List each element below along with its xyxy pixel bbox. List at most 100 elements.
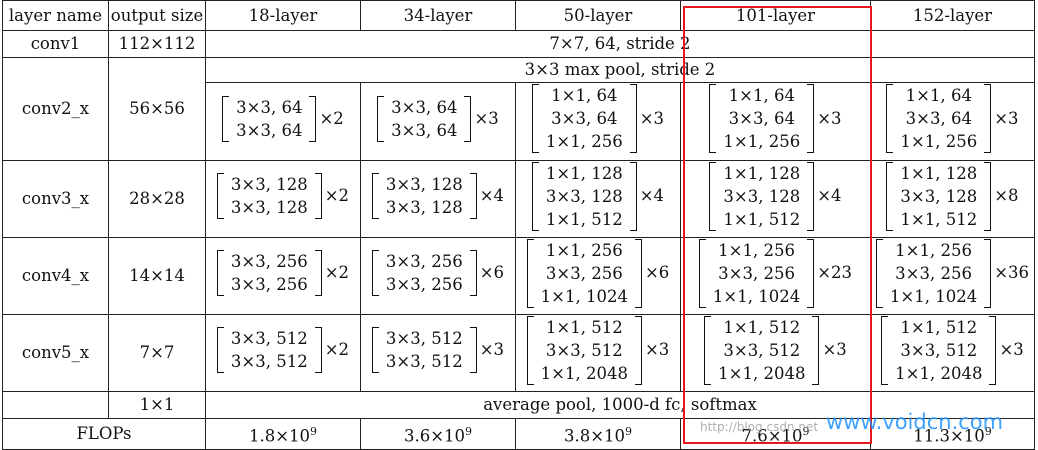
- filter-spec: 1×1, 256: [718, 240, 795, 260]
- col-header-layer-name: layer name: [2, 0, 109, 31]
- block-multiplier: ×3: [999, 340, 1024, 359]
- block-cell: 3×3, 512 3×3, 512 ×3: [360, 314, 516, 392]
- bracket-matrix: 1×1, 64 3×3, 64 1×1, 256 ×3: [531, 84, 665, 153]
- right-bracket: [314, 173, 322, 219]
- block-cell: 3×3, 64 3×3, 64 ×3: [360, 82, 516, 161]
- maxpool-spec-cell: 3×3 max pool, stride 2: [205, 57, 1035, 83]
- maxpool-row: conv2_x 56×56 3×3 max pool, stride 2: [2, 57, 1035, 161]
- bracket-matrix: 3×3, 256 3×3, 256 ×6: [371, 250, 505, 296]
- flops-value: 7.6×109: [680, 418, 871, 450]
- filter-rows: 3×3, 64 3×3, 64: [236, 96, 302, 142]
- bracket-matrix: 3×3, 64 3×3, 64 ×2: [222, 95, 344, 142]
- block-cell: 1×1, 128 3×3, 128 1×1, 512 ×8: [870, 160, 1035, 238]
- filter-spec: 3×3, 256: [545, 263, 623, 283]
- col-header-101-layer: 101-layer: [680, 0, 871, 31]
- filter-spec: 3×3, 128: [385, 198, 463, 217]
- block-multiplier: ×8: [994, 186, 1019, 205]
- left-bracket: [216, 173, 224, 219]
- left-bracket: [526, 315, 534, 385]
- stage-row-conv5: conv5_x 7×7 3×3, 512 3×3, 512 ×2 3×3, 512 3×…: [2, 314, 1035, 392]
- filter-rows: 3×3, 512 3×3, 512: [386, 327, 463, 373]
- col-header-152-layer: 152-layer: [870, 0, 1035, 31]
- output-size-cell: 28×28: [108, 160, 206, 238]
- layer-name-cell: conv4_x: [2, 237, 109, 315]
- bracket-matrix: 1×1, 64 3×3, 64 1×1, 256 ×3: [886, 84, 1019, 153]
- left-bracket: [886, 161, 894, 231]
- flops-row: FLOPs 1.8×109 3.6×109 3.8×109 7.6×109 11.3×1…: [2, 418, 1035, 450]
- filter-spec: 3×3, 64: [905, 109, 972, 128]
- block-cell: 1×1, 64 3×3, 64 1×1, 256 ×3: [870, 82, 1035, 161]
- filter-spec: 3×3, 128: [385, 175, 463, 194]
- col-header-34-layer: 34-layer: [360, 0, 516, 31]
- block-multiplier: ×3: [474, 108, 499, 128]
- right-bracket: [984, 84, 992, 153]
- block-multiplier: ×2: [324, 340, 350, 359]
- left-bracket: [526, 238, 534, 308]
- bracket-matrix: 1×1, 128 3×3, 128 1×1, 512 ×4: [709, 161, 842, 231]
- left-bracket: [371, 173, 379, 219]
- filter-rows: 1×1, 512 3×3, 512 1×1, 2048: [718, 316, 805, 385]
- filter-spec: 1×1, 64: [728, 86, 795, 105]
- filter-spec: 1×1, 64: [905, 86, 972, 105]
- output-size-cell: 1×1: [108, 391, 206, 419]
- stage-row-conv4: conv4_x 14×14 3×3, 256 3×3, 256 ×2 3×3, 256…: [2, 237, 1035, 315]
- filter-spec: 1×1, 2048: [895, 363, 983, 383]
- output-size-cell: 7×7: [108, 314, 206, 392]
- block-multiplier: ×36: [994, 263, 1030, 282]
- filter-rows: 3×3, 512 3×3, 512: [231, 327, 308, 373]
- filter-spec: 3×3, 64: [391, 120, 458, 140]
- right-bracket: [469, 250, 477, 296]
- block-multiplier: ×2: [324, 186, 350, 205]
- filter-spec: 1×1, 2048: [718, 363, 806, 383]
- right-bracket: [807, 161, 815, 231]
- filter-spec: 3×3, 256: [718, 263, 795, 283]
- filter-spec: 1×1, 256: [723, 132, 801, 151]
- filter-spec: 3×3, 64: [551, 109, 618, 128]
- right-bracket: [984, 238, 992, 308]
- filter-spec: 3×3, 64: [236, 120, 303, 140]
- bracket-matrix: 3×3, 256 3×3, 256 ×2: [216, 250, 349, 296]
- bracket-matrix: 3×3, 64 3×3, 64 ×3: [377, 95, 499, 142]
- avgpool-spec-cell: average pool, 1000-d fc, softmax: [205, 391, 1035, 419]
- filter-spec: 3×3, 128: [900, 186, 978, 206]
- col-header-output-size: output size: [108, 0, 206, 31]
- block-cell: 1×1, 512 3×3, 512 1×1, 2048 ×3: [870, 314, 1035, 392]
- left-bracket: [881, 315, 889, 385]
- block-cell: 1×1, 512 3×3, 512 1×1, 2048 ×3: [515, 314, 681, 392]
- flops-value: 3.6×109: [360, 418, 516, 450]
- bracket-matrix: 1×1, 256 3×3, 256 1×1, 1024 ×6: [526, 238, 669, 308]
- filter-spec: 3×3, 128: [230, 175, 308, 194]
- filter-rows: 3×3, 128 3×3, 128: [386, 173, 463, 219]
- filter-rows: 3×3, 128 3×3, 128: [231, 173, 308, 219]
- block-multiplier: ×3: [822, 340, 847, 359]
- right-bracket: [807, 84, 815, 153]
- filter-spec: 3×3, 128: [545, 186, 623, 206]
- filter-spec: 3×3, 256: [385, 252, 463, 271]
- filter-spec: 1×1, 1024: [540, 286, 628, 306]
- filter-spec: 1×1, 256: [895, 240, 972, 260]
- filter-rows: 3×3, 64 3×3, 64: [391, 96, 457, 142]
- bracket-matrix: 1×1, 512 3×3, 512 1×1, 2048 ×3: [704, 315, 847, 385]
- block-multiplier: ×3: [639, 108, 665, 128]
- output-size-cell: 56×56: [108, 57, 206, 161]
- right-bracket: [314, 327, 322, 373]
- filter-spec: 3×3, 256: [230, 252, 308, 271]
- bracket-matrix: 3×3, 128 3×3, 128 ×4: [371, 173, 505, 219]
- right-bracket: [984, 161, 992, 231]
- block-multiplier: ×6: [479, 263, 505, 282]
- filter-spec: 1×1, 128: [545, 163, 623, 183]
- filter-spec: 3×3, 256: [385, 275, 463, 294]
- filter-spec: 3×3, 256: [230, 275, 308, 294]
- block-multiplier: ×4: [479, 186, 505, 205]
- left-bracket: [222, 95, 230, 142]
- right-bracket: [634, 315, 642, 385]
- left-bracket: [371, 250, 379, 296]
- flops-value: 11.3×109: [870, 418, 1035, 450]
- right-bracket: [469, 173, 477, 219]
- filter-spec: 3×3, 512: [723, 340, 801, 360]
- bracket-matrix: 3×3, 512 3×3, 512 ×3: [371, 327, 504, 373]
- filter-spec: 1×1, 64: [551, 86, 618, 105]
- filter-rows: 1×1, 256 3×3, 256 1×1, 1024: [713, 239, 800, 308]
- block-multiplier: ×3: [644, 340, 670, 359]
